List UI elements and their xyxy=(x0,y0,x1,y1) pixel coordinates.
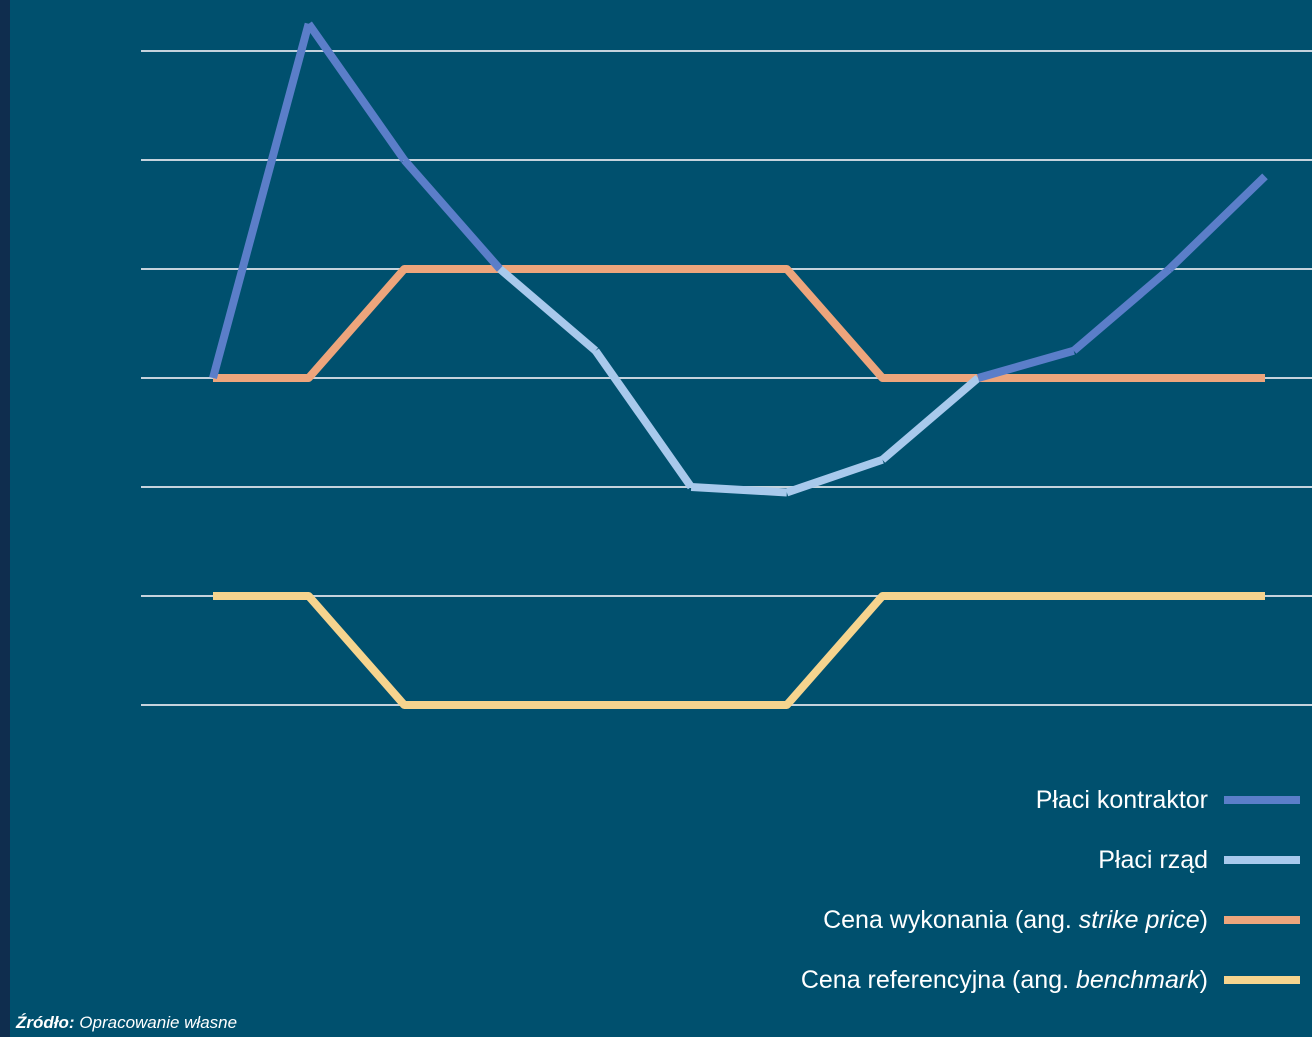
series-lines xyxy=(209,21,1268,709)
legend-item-benchmark: Cena referencyjna (ang. benchmark) xyxy=(801,950,1300,1010)
legend-item-contractor: Płaci kontraktor xyxy=(1036,770,1300,830)
government-pays-segment xyxy=(592,348,695,490)
benchmark-price-line xyxy=(213,592,1265,709)
contractor-pays-segment xyxy=(1166,173,1268,272)
strike-price-line xyxy=(213,265,1265,382)
legend-strike-suffix: ) xyxy=(1199,905,1208,934)
legend-label-strike: Cena wykonania (ang. strike price) xyxy=(823,906,1208,935)
contractor-pays-segment xyxy=(1071,265,1172,354)
legend-swatch-strike xyxy=(1224,916,1300,924)
government-pays-segment xyxy=(785,455,884,497)
line-chart xyxy=(141,21,1312,709)
legend-label-benchmark: Cena referencyjna (ang. benchmark) xyxy=(801,966,1208,995)
government-pays-segment xyxy=(497,265,599,354)
contractor-pays-segment xyxy=(976,346,1075,382)
legend-item-strike: Cena wykonania (ang. strike price) xyxy=(823,890,1300,950)
legend-strike-term: strike price xyxy=(1078,905,1200,934)
legend-strike-prefix: Cena wykonania (ang. xyxy=(823,905,1079,934)
chart-panel: Płaci kontraktor Płaci rząd Cena wykonan… xyxy=(10,0,1312,1037)
contractor-pays-segment xyxy=(305,21,408,163)
legend-benchmark-prefix: Cena referencyjna (ang. xyxy=(800,965,1076,994)
legend-swatch-benchmark xyxy=(1224,976,1300,984)
contractor-pays-segment xyxy=(401,157,503,272)
legend-benchmark-term: benchmark xyxy=(1076,965,1200,994)
source-text: Opracowanie własne xyxy=(74,1013,238,1032)
source-label: Źródło: xyxy=(16,1013,75,1032)
government-pays-segment xyxy=(879,374,981,463)
contractor-pays-segment xyxy=(209,22,313,380)
legend-benchmark-suffix: ) xyxy=(1199,965,1208,994)
legend-label-contractor: Płaci kontraktor xyxy=(1035,785,1208,814)
legend-swatch-government xyxy=(1224,856,1300,864)
legend: Płaci kontraktor Płaci rząd Cena wykonan… xyxy=(801,770,1300,1010)
legend-swatch-contractor xyxy=(1224,796,1300,804)
legend-label-government: Płaci rząd xyxy=(1098,845,1208,874)
source-note: Źródło: Opracowanie własne xyxy=(16,1013,237,1033)
legend-item-government: Płaci rząd xyxy=(1098,830,1300,890)
government-pays-segment xyxy=(690,483,788,497)
